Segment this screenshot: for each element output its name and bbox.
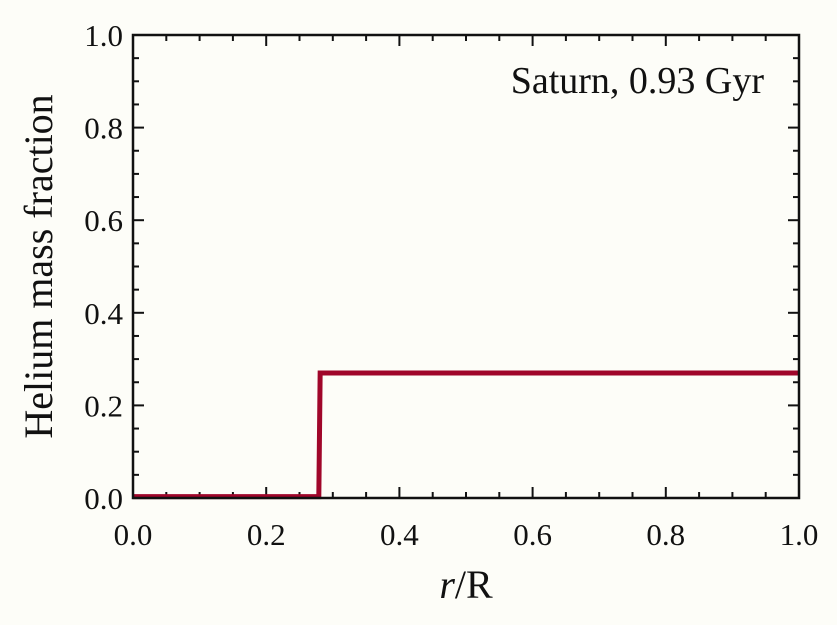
y-tick-label: 0.4 — [84, 296, 123, 331]
x-tick-label: 1.0 — [780, 517, 819, 552]
y-tick-label: 0.2 — [84, 388, 123, 423]
minor-ticks — [133, 35, 799, 498]
y-tick-label: 1.0 — [84, 18, 123, 53]
x-tick-label: 0.6 — [513, 517, 552, 552]
x-tick-label: 0.2 — [247, 517, 286, 552]
plot-frame — [131, 33, 801, 500]
x-tick-label: 0.4 — [380, 517, 419, 552]
y-tick-label: 0.0 — [84, 481, 123, 516]
x-tick-label: 0.0 — [114, 517, 153, 552]
x-axis-label: r/R — [439, 562, 493, 607]
y-tick-label: 0.6 — [84, 203, 123, 238]
x-axis-label-var: r — [439, 562, 455, 607]
x-tick-label: 0.8 — [646, 517, 685, 552]
y-axis-label: Helium mass fraction — [16, 94, 61, 438]
series-line — [133, 370, 799, 500]
y-tick-labels: 0.0 0.2 0.4 0.6 0.8 1.0 — [84, 18, 123, 516]
series-layer — [133, 370, 799, 500]
chart-annotation: Saturn, 0.93 Gyr — [511, 60, 765, 102]
x-tick-labels: 0.0 0.2 0.4 0.6 0.8 1.0 — [114, 517, 819, 552]
major-ticks — [132, 34, 800, 499]
x-axis-label-rest: /R — [455, 562, 493, 607]
y-tick-label: 0.8 — [84, 111, 123, 146]
